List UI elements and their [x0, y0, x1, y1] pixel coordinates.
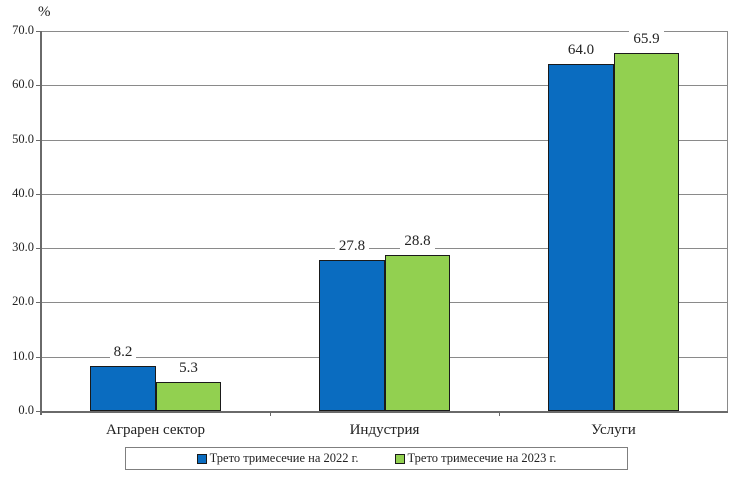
- y-tick-mark: [36, 140, 41, 141]
- y-axis-unit-label: %: [38, 4, 51, 20]
- y-tick-mark: [36, 357, 41, 358]
- y-tick-mark: [36, 411, 41, 412]
- legend: Трето тримесечие на 2022 г. Трето тримес…: [125, 447, 628, 470]
- gridline: [41, 85, 728, 86]
- legend-swatch-2023: [394, 453, 405, 464]
- legend-label-2023: Трето тримесечие на 2023 г.: [407, 451, 557, 465]
- y-tick-label: 60.0: [12, 77, 34, 91]
- bar-2022: [90, 366, 156, 411]
- bar-value-label: 64.0: [548, 41, 614, 58]
- y-axis-line: [40, 31, 42, 415]
- x-tick-mark: [499, 411, 500, 416]
- y-tick-label: 30.0: [12, 240, 34, 254]
- legend-item-2022: Трето тримесечие на 2022 г.: [196, 451, 359, 466]
- gridline: [41, 31, 728, 32]
- bar-2023: [384, 254, 450, 411]
- y-tick-label: 50.0: [12, 132, 34, 146]
- x-category-label: Индустрия: [349, 422, 420, 438]
- bar-value-label: 27.8: [319, 238, 385, 255]
- y-tick-label: 0.0: [18, 403, 34, 417]
- y-tick-label: 40.0: [12, 186, 34, 200]
- plot-right-border: [727, 31, 728, 412]
- bar-2023: [155, 382, 221, 411]
- x-axis-line: [41, 411, 728, 413]
- x-category-label: Аграрен сектор: [105, 422, 206, 438]
- y-tick-label: 70.0: [12, 23, 34, 37]
- bar-value-label: 8.2: [90, 344, 156, 361]
- gridline: [41, 194, 728, 195]
- y-tick-label: 10.0: [12, 349, 34, 363]
- bar-2023: [613, 53, 679, 411]
- x-category-label: Услуги: [591, 422, 636, 438]
- gridline: [41, 248, 728, 249]
- y-tick-mark: [36, 85, 41, 86]
- x-tick-mark: [270, 411, 271, 416]
- y-tick-mark: [36, 302, 41, 303]
- bar-2022: [319, 260, 385, 411]
- bar-value-label: 65.9: [614, 31, 680, 48]
- gridline: [41, 140, 728, 141]
- legend-label-2022: Трето тримесечие на 2022 г.: [209, 451, 359, 465]
- bar-value-label: 28.8: [385, 232, 451, 249]
- bar-2022: [548, 63, 614, 411]
- y-tick-mark: [36, 248, 41, 249]
- y-tick-label: 20.0: [12, 294, 34, 308]
- y-tick-mark: [36, 31, 41, 32]
- legend-swatch-2022: [196, 453, 207, 464]
- legend-item-2023: Трето тримесечие на 2023 г.: [394, 451, 557, 466]
- y-tick-mark: [36, 194, 41, 195]
- bar-value-label: 5.3: [156, 360, 222, 377]
